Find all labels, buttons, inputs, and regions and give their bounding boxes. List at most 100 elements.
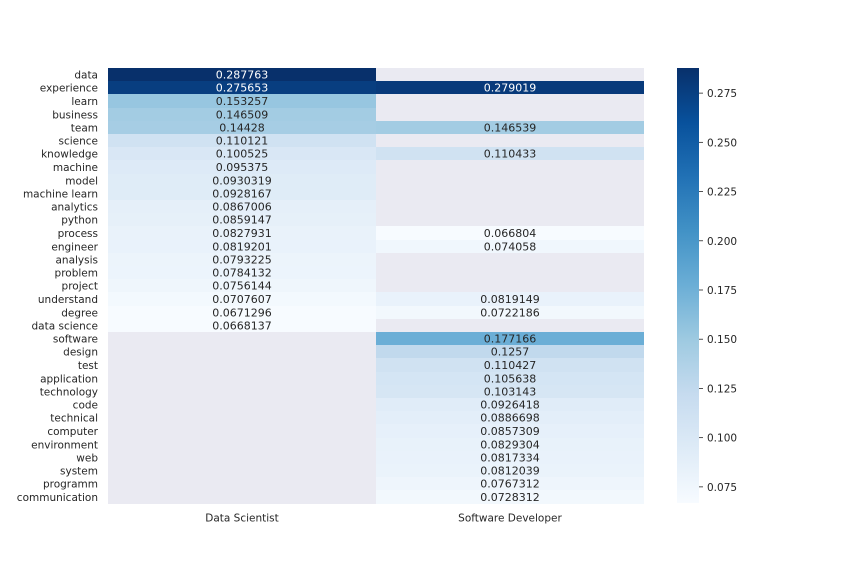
heatmap-cell: [108, 213, 376, 226]
heatmap-cell-value: 0.110121: [216, 135, 269, 148]
heatmap-cell: [376, 240, 644, 253]
y-tick-label: business: [52, 110, 98, 122]
heatmap-cell: [108, 240, 376, 253]
heatmap-cell-value: 0.275653: [216, 82, 269, 95]
heatmap-cell-value: 0.0728312: [480, 491, 540, 504]
y-tick-label: web: [76, 453, 98, 465]
heatmap-cells: [108, 68, 644, 504]
heatmap-cell: [108, 147, 376, 160]
y-tick-label: process: [58, 228, 98, 240]
heatmap-cell: [108, 81, 376, 94]
heatmap-cell: [376, 147, 644, 160]
heatmap-cell-empty: [108, 332, 376, 345]
colorbar-tick-label: 0.175: [707, 285, 737, 297]
heatmap-cell-value: 0.100525: [216, 148, 269, 161]
heatmap-cell: [108, 306, 376, 319]
heatmap-cell-empty: [376, 134, 644, 147]
heatmap-cell-empty: [108, 411, 376, 424]
y-tick-label: learn: [71, 96, 98, 108]
heatmap-cell-value: 0.0829304: [480, 439, 540, 452]
heatmap-cell-empty: [108, 438, 376, 451]
heatmap-cell-value: 0.0827931: [212, 227, 272, 240]
heatmap-cell-value: 0.074058: [484, 241, 537, 254]
heatmap-cell-value: 0.066804: [484, 227, 537, 240]
heatmap-cell-empty: [376, 319, 644, 332]
y-tick-label: degree: [61, 308, 98, 320]
y-tick-label: project: [62, 281, 98, 293]
heatmap-cell-value: 0.153257: [216, 95, 269, 108]
heatmap-cell: [108, 174, 376, 187]
heatmap-cell-value: 0.0859147: [212, 214, 272, 227]
heatmap-cell-empty: [108, 477, 376, 490]
y-tick-label: analysis: [55, 255, 98, 267]
x-tick-label: Data Scientist: [205, 513, 279, 525]
colorbar-tick-label: 0.250: [707, 137, 737, 149]
y-tick-label: machine learn: [23, 189, 98, 201]
y-tick-label: model: [65, 176, 98, 188]
heatmap-cell: [108, 121, 376, 134]
y-tick-label: science: [58, 136, 98, 148]
colorbar-tick-label: 0.275: [707, 88, 737, 100]
heatmap-cell: [376, 372, 644, 385]
heatmap-cell: [108, 68, 376, 81]
y-tick-label: data science: [32, 321, 99, 333]
y-tick-label: understand: [38, 294, 98, 306]
heatmap-cell: [108, 279, 376, 292]
colorbar-tick-label: 0.225: [707, 187, 737, 199]
heatmap-cell: [108, 94, 376, 108]
heatmap-cell: [376, 438, 644, 451]
y-tick-label: analytics: [51, 202, 98, 214]
heatmap-cell-value: 0.110433: [484, 148, 537, 161]
heatmap-cell-empty: [108, 372, 376, 385]
heatmap-cell-empty: [376, 253, 644, 266]
heatmap-cell: [376, 345, 644, 358]
heatmap-cell: [376, 451, 644, 464]
colorbar-tick-label: 0.075: [707, 482, 737, 494]
colorbar-tick-label: 0.100: [707, 433, 737, 445]
y-tick-label: code: [73, 400, 98, 412]
colorbar-tick-label: 0.125: [707, 383, 737, 395]
colorbar: 0.075 0.100 0.125 0.150 0.175 0.200 0.225 0.250…: [677, 68, 737, 503]
y-tick-label: system: [60, 466, 98, 478]
heatmap-cell-empty: [376, 187, 644, 200]
x-axis-tick-labels: Data Scientist Software Developer: [205, 513, 562, 525]
heatmap-cell-empty: [108, 451, 376, 464]
heatmap-cell: [376, 358, 644, 372]
heatmap-cell-value: 0.177166: [484, 333, 537, 346]
heatmap-cell: [108, 253, 376, 266]
heatmap-cell: [376, 424, 644, 438]
heatmap-cell-value: 0.279019: [484, 82, 537, 95]
heatmap-cell: [108, 319, 376, 332]
heatmap-cell-value: 0.146509: [216, 109, 269, 122]
heatmap-cell: [376, 292, 644, 306]
heatmap-cell: [108, 160, 376, 174]
heatmap-cell-empty: [108, 398, 376, 411]
y-tick-label: engineer: [51, 242, 98, 254]
y-tick-label: test: [78, 360, 98, 372]
y-tick-label: machine: [53, 162, 98, 174]
heatmap-cell: [376, 81, 644, 94]
heatmap-cell-empty: [108, 464, 376, 477]
heatmap-cell-value: 0.105638: [484, 373, 537, 386]
heatmap-cell-empty: [376, 160, 644, 174]
heatmap-cell-value: 0.0756144: [212, 280, 272, 293]
y-tick-label: experience: [40, 83, 98, 95]
heatmap-cell: [108, 226, 376, 240]
heatmap-cell-empty: [376, 279, 644, 292]
heatmap-cell-empty: [376, 68, 644, 81]
heatmap-cell-value: 0.0857309: [480, 425, 540, 438]
heatmap-cell-empty: [108, 424, 376, 438]
y-tick-label: computer: [47, 426, 98, 438]
heatmap-cell: [376, 121, 644, 134]
heatmap-cell-value: 0.0867006: [212, 201, 272, 214]
heatmap-cell-value: 0.14428: [219, 122, 265, 135]
heatmap-cell-value: 0.0930319: [212, 175, 272, 188]
y-tick-label: data: [74, 70, 98, 82]
heatmap-cell-value: 0.0886698: [480, 412, 540, 425]
colorbar-gradient: [677, 68, 699, 503]
heatmap-cell-value: 0.0722186: [480, 307, 540, 320]
heatmap-cell-value: 0.0784132: [212, 267, 272, 280]
